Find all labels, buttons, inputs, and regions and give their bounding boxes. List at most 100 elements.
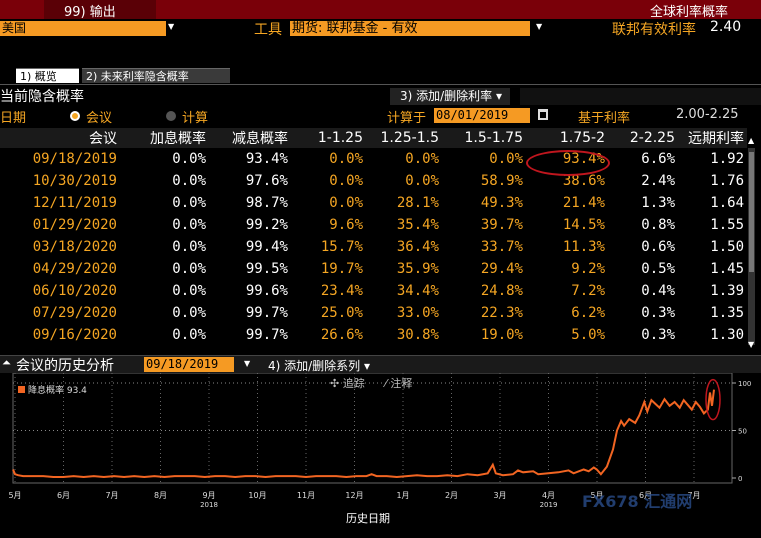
x-tick-label: 5月 (590, 491, 603, 500)
calendar-icon[interactable] (538, 109, 548, 120)
table-cell: 58.9% (480, 173, 523, 189)
annotate-button[interactable]: ⁄ 注释 (385, 377, 413, 390)
col-header[interactable]: 会议 (0, 128, 120, 148)
x-tick-label: 3月 (493, 491, 506, 500)
table-cell: 0.0% (329, 151, 363, 167)
table-scrollbar[interactable] (748, 148, 755, 345)
table-row[interactable]: 03/18/2020 0.0% 99.4% 15.7% 36.4% 33.7% 11.3% 0… (0, 236, 747, 258)
table-cell: 38.6% (562, 173, 605, 189)
x-tick-label: 5月 (8, 491, 21, 500)
calc-at-label: 计算于 (387, 111, 427, 126)
calc-radio-icon[interactable] (166, 111, 176, 121)
series-line (12, 389, 715, 479)
col-header[interactable]: 1.25-1.5 (366, 128, 442, 148)
table-cell: 15.7% (320, 239, 363, 255)
scrollbar-thumb[interactable] (749, 152, 754, 272)
table-row[interactable]: 04/29/2020 0.0% 99.5% 19.7% 35.9% 29.4% 9.2% 0.… (0, 258, 747, 280)
table-cell: 1.30 (710, 327, 744, 343)
add-series-button[interactable]: 4) 添加/删除系列 ▾ (268, 359, 371, 373)
table-cell: 0.0% (172, 283, 206, 299)
meeting-date-cell: 12/11/2019 (32, 195, 117, 211)
history-title: 会议的历史分析 (16, 358, 114, 374)
table-cell: 22.3% (480, 305, 523, 321)
history-bar (0, 355, 761, 373)
table-cell: 98.7% (245, 195, 288, 211)
table-cell: 99.7% (245, 327, 288, 343)
history-date-dropdown-icon[interactable]: ▼ (244, 359, 251, 368)
meeting-date-cell: 09/16/2020 (32, 327, 117, 343)
probability-table: 会议 加息概率 减息概率 1-1.25 1.25-1.5 1.5-1.75 1.… (0, 128, 747, 346)
col-header[interactable]: 减息概率 (209, 128, 291, 148)
table-row[interactable]: 09/16/2020 0.0% 99.7% 26.6% 30.8% 19.0% 5.0% 0.… (0, 324, 747, 346)
x-year-label: 2019 (540, 501, 558, 509)
table-row[interactable]: 06/10/2020 0.0% 99.6% 23.4% 34.4% 24.8% 7.2% 0.… (0, 280, 747, 302)
y-tick-label: 50 (738, 428, 747, 436)
table-row[interactable]: 10/30/2019 0.0% 97.6% 0.0% 0.0% 58.9% 38.6% 2.4… (0, 170, 747, 192)
table-cell: 35.4% (396, 217, 439, 233)
table-row[interactable]: 07/29/2020 0.0% 99.7% 25.0% 33.0% 22.3% 6.2% 0.… (0, 302, 747, 324)
x-tick-label: 10月 (248, 491, 266, 500)
col-header[interactable]: 1.5-1.75 (442, 128, 526, 148)
date-label: 日期 (0, 111, 27, 126)
table-cell: 0.0% (172, 217, 206, 233)
x-tick-label: 9月 (202, 491, 215, 500)
base-rate-value: 2.00-2.25 (676, 107, 739, 122)
tab-implied-probability[interactable]: 2) 未来利率隐含概率 (82, 68, 230, 83)
table-cell: 0.0% (172, 195, 206, 211)
table-cell: 23.4% (320, 283, 363, 299)
highlight-ellipse (526, 150, 610, 176)
country-dropdown-icon[interactable]: ▼ (168, 22, 175, 31)
history-date-select[interactable]: 09/18/2019 (144, 357, 234, 372)
history-chart: 5月 6月 7月 8月 9月 10月 11月 12月 1月 2月 3月 4月 5月 6月 7月 2018 201… (8, 373, 751, 509)
table-cell: 1.35 (710, 305, 744, 321)
col-header[interactable]: 1.75-2 (526, 128, 608, 148)
add-remove-rates-button[interactable]: 3) 添加/删除利率 ▾ (390, 88, 510, 105)
table-cell: 26.6% (320, 327, 363, 343)
y-tick-label: 0 (738, 475, 742, 483)
app-title: 全球利率概率 (650, 5, 729, 20)
output-button[interactable] (44, 0, 156, 19)
col-header[interactable]: 2-2.25 (608, 128, 678, 148)
collapse-icon[interactable]: ⏶ (2, 356, 11, 369)
meeting-radio-icon[interactable] (70, 111, 80, 121)
table-cell: 0.3% (641, 327, 675, 343)
table-cell: 0.6% (641, 239, 675, 255)
output-label: 99) 输出 (64, 5, 116, 20)
table-cell: 33.7% (480, 239, 523, 255)
table-cell: 1.45 (710, 261, 744, 277)
table-cell: 0.0% (489, 151, 523, 167)
col-header[interactable]: 远期利率 (678, 128, 747, 148)
table-cell: 30.8% (396, 327, 439, 343)
x-year-label: 2018 (200, 501, 218, 509)
meeting-date-cell: 07/29/2020 (32, 305, 117, 321)
section-title: 当前隐含概率 (0, 89, 84, 105)
table-cell: 0.0% (172, 305, 206, 321)
table-row[interactable]: 12/11/2019 0.0% 98.7% 0.0% 28.1% 49.3% 21.4% 1.… (0, 192, 747, 214)
scroll-down-icon[interactable]: ▼ (748, 340, 755, 349)
section-bar (520, 88, 761, 105)
instrument-dropdown-icon[interactable]: ▼ (536, 22, 543, 31)
table-cell: 0.0% (172, 173, 206, 189)
tab-overview[interactable]: 1) 概览 (16, 68, 79, 83)
meeting-date-cell: 01/29/2020 (32, 217, 117, 233)
table-cell: 19.0% (480, 327, 523, 343)
table-cell: 9.6% (329, 217, 363, 233)
table-cell: 34.4% (396, 283, 439, 299)
calc-radio-label[interactable]: 计算 (182, 111, 209, 126)
table-cell: 1.3% (641, 195, 675, 211)
table-cell: 36.4% (396, 239, 439, 255)
x-tick-label: 2月 (445, 491, 458, 500)
legend-swatch (18, 386, 25, 393)
trace-button[interactable]: ✣ 追踪 (330, 377, 365, 390)
meeting-radio-label[interactable]: 会议 (86, 111, 113, 126)
country-select[interactable]: 美国 (0, 21, 166, 36)
table-cell: 21.4% (562, 195, 605, 211)
table-row[interactable]: 09/18/2019 0.0% 93.4% 0.0% 0.0% 0.0% 93.4% 6.6%… (0, 148, 747, 170)
instrument-select[interactable]: 期货: 联邦基金 - 有效 (290, 21, 530, 36)
table-row[interactable]: 01/29/2020 0.0% 99.2% 9.6% 35.4% 39.7% 14.5% 0.… (0, 214, 747, 236)
calc-date-input[interactable]: 08/01/2019 (434, 108, 530, 123)
x-tick-label: 8月 (154, 491, 167, 500)
col-header[interactable]: 1-1.25 (291, 128, 366, 148)
col-header[interactable]: 加息概率 (120, 128, 209, 148)
scroll-up-icon[interactable]: ▲ (748, 136, 755, 145)
